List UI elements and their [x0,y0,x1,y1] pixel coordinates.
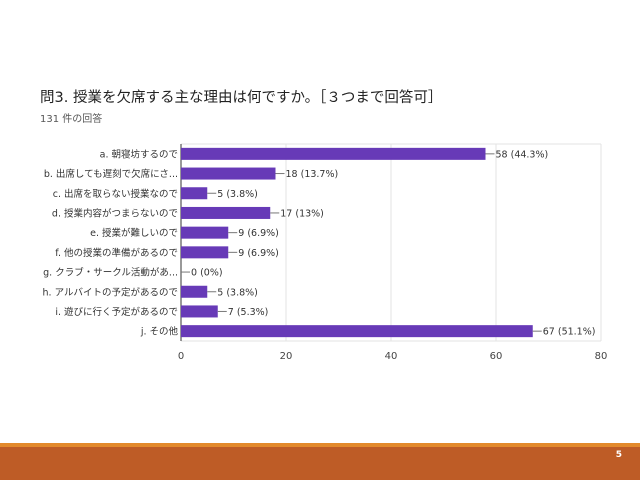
page-number: 5 [615,450,622,460]
category-label: b. 出席しても遅刻で欠席にさ... [44,168,178,180]
category-label: h. アルバイトの予定があるので [43,286,178,298]
bar [181,305,218,318]
category-label: e. 授業が難しいので [90,227,178,239]
bar [181,147,486,160]
data-label: 9 (6.9%) [238,248,279,259]
x-tick-label: 40 [385,351,398,362]
data-label: 5 (3.8%) [217,189,258,200]
category-label: i. 遊びに行く予定があるので [55,306,178,318]
data-label: 0 (0%) [191,268,223,279]
chart-title: 問3. 授業を欠席する主な理由は何ですか。［３つまで回答可］ [40,90,443,106]
data-label: 5 (3.8%) [217,287,258,298]
x-tick-label: 80 [595,351,608,362]
footer-band [0,447,640,480]
bar [181,167,276,180]
category-label: d. 授業内容がつまらないので [52,207,178,219]
bar [181,187,208,200]
bar [181,226,229,239]
data-label: 7 (5.3%) [228,307,269,318]
data-label: 9 (6.9%) [238,228,279,239]
category-label: j. その他 [140,326,179,338]
bar [181,206,271,219]
bar [181,246,229,259]
category-label: c. 出席を取らない授業なので [53,188,178,200]
category-label: g. クラブ・サークル活動があ... [43,267,178,279]
category-label: f. 他の授業の準備があるので [55,247,178,259]
bar [181,325,533,338]
x-tick-label: 20 [280,351,293,362]
data-label: 67 (51.1%) [543,327,596,338]
x-tick-label: 60 [490,351,503,362]
response-count: 131 件の回答 [40,114,103,125]
data-label: 58 (44.3%) [496,149,549,160]
footer-accent-line [0,443,640,447]
data-label: 17 (13%) [280,208,324,219]
category-label: a. 朝寝坊するので [100,148,178,160]
x-tick-label: 0 [178,351,184,362]
bar [181,285,208,298]
data-label: 18 (13.7%) [286,169,339,180]
bar-chart: 0 20 40 60 80 a. 朝寝坊するので 58 (44.3%) b. 出席しても遅刻で… [43,143,608,362]
